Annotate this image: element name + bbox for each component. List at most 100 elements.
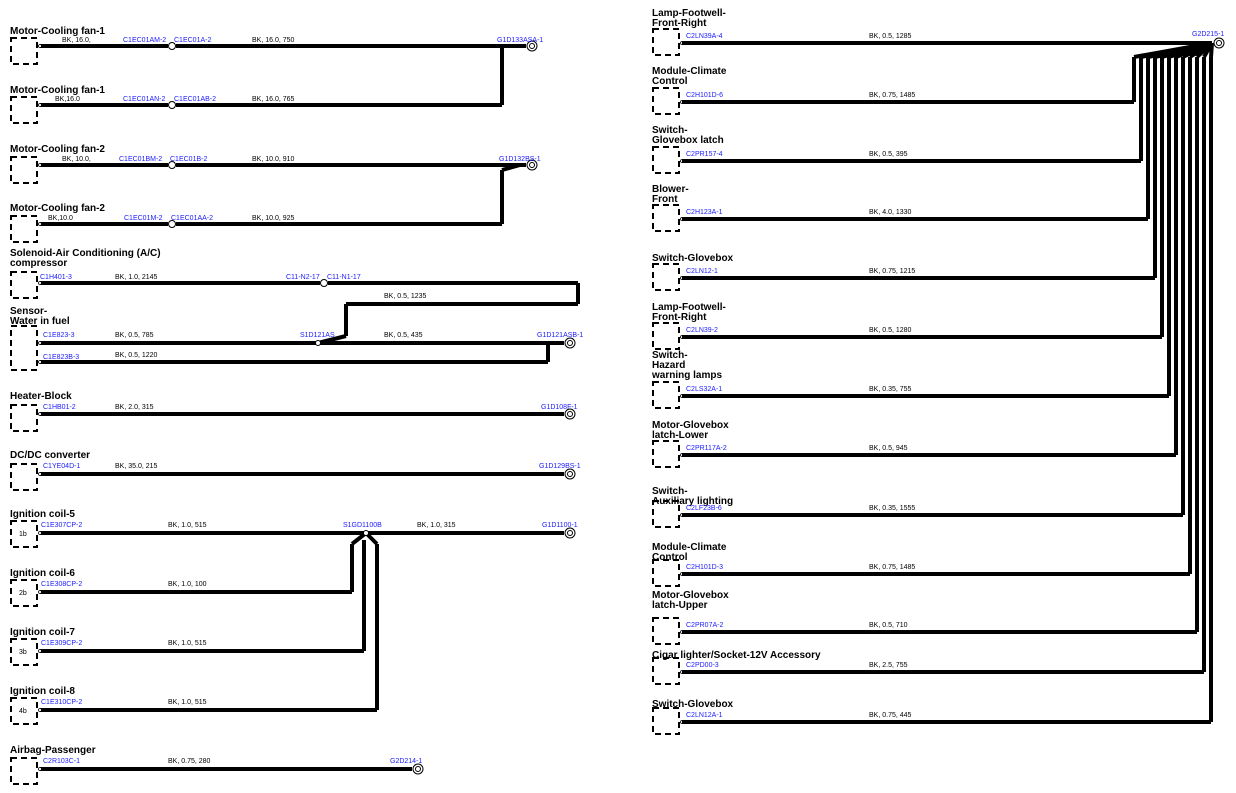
connector-label[interactable]: C1E823B-3 <box>43 354 79 361</box>
ground-label[interactable]: G1D132BS-1 <box>499 156 541 163</box>
circuit-title: latch-Upper <box>652 600 708 611</box>
connector-label[interactable]: C2PR117A-2 <box>686 445 727 452</box>
component-box <box>652 617 680 645</box>
connector-label[interactable]: C2PR07A-2 <box>686 622 723 629</box>
connector-label[interactable]: C1EC01B-2 <box>170 156 207 163</box>
ground-label[interactable]: G1D129BS-1 <box>539 463 581 470</box>
circuit-title: Front-Right <box>652 312 707 323</box>
wire-spec: BK, 1.0, 100 <box>168 581 207 588</box>
right-circuit: Lamp-Footwell-Front-Right C2LN39-2 BK, 0.5… <box>652 41 1213 350</box>
component-box <box>652 657 680 685</box>
component-box <box>652 263 680 291</box>
connector-label[interactable]: C2H101D-6 <box>686 92 723 99</box>
circuit-title: Module-Climate <box>652 542 727 553</box>
connector-label[interactable]: C1E310CP-2 <box>41 699 82 706</box>
connector-label[interactable]: C2LN12-1 <box>686 268 718 275</box>
component-box <box>652 322 680 350</box>
right-circuit: Switch-Glovebox latch C2PR157-4 BK, 0.5, 3… <box>652 41 1213 174</box>
wire-spec: BK, 16.0, <box>62 37 91 44</box>
connector-label[interactable]: C1EC01A-2 <box>174 37 211 44</box>
pin-label: 2b <box>19 590 27 597</box>
connector-label[interactable]: C2H123A-1 <box>686 209 723 216</box>
circuit-title: Switch- <box>652 486 688 497</box>
circuit-title: Motor-Glovebox <box>652 420 729 431</box>
connector-label[interactable]: C2H101D-3 <box>686 564 723 571</box>
wire-spec: BK, 0.35, 755 <box>869 386 912 393</box>
wire-spec: BK, 0.5, 945 <box>869 445 908 452</box>
wire-spec: BK, 0.75, 445 <box>869 712 912 719</box>
right-circuit: Blower-Front C2H123A-1 BK, 4.0, 1330 <box>652 41 1213 232</box>
connector-label[interactable]: C1HB01-2 <box>43 404 76 411</box>
circuit-title: Hazard <box>652 360 685 371</box>
circuit-title: Switch- <box>652 125 688 136</box>
pin-label: 4b <box>19 708 27 715</box>
connector-label[interactable]: C2LF23B-6 <box>686 505 722 512</box>
circuit-title: Motor-Cooling fan-2 <box>10 203 105 214</box>
ground-label[interactable]: G2D214-1 <box>390 758 422 765</box>
connector-label[interactable]: C1E309CP-2 <box>41 640 82 647</box>
ground-label[interactable]: G1D108F-1 <box>541 404 578 411</box>
wire-spec: BK, 0.75, 280 <box>168 758 211 765</box>
circuit-title: Blower- <box>652 184 689 195</box>
circuit-title: Switch-Glovebox <box>652 699 734 710</box>
ground-label[interactable]: G2D215-1 <box>1192 31 1224 38</box>
wire-spec: BK, 0.35, 1555 <box>869 505 915 512</box>
connector-label[interactable]: C1EC01AA-2 <box>171 215 213 222</box>
connector-label[interactable]: C2LN12A-1 <box>686 712 723 719</box>
connector-label[interactable]: C2LS32A-1 <box>686 386 722 393</box>
connector-label[interactable]: C1H401-3 <box>40 274 72 281</box>
ground-label[interactable]: G1D133ASA-1 <box>497 37 543 44</box>
ground-label[interactable]: G1D121ASB-1 <box>537 332 583 339</box>
right-circuit: Lamp-Footwell-Front-Right C2LN39A-4 BK, 0.… <box>652 8 1212 56</box>
wire-spec: BK, 4.0, 1330 <box>869 209 912 216</box>
connector-label[interactable]: C1EC01AM-2 <box>123 37 166 44</box>
wire-spec: BK, 10.0, <box>62 156 91 163</box>
component-box <box>652 204 680 232</box>
circuit-title: Control <box>652 552 688 563</box>
component-box <box>652 28 680 56</box>
connector-label[interactable]: C11-N1-17 <box>327 274 361 281</box>
connector-label[interactable]: C1EC01BM-2 <box>119 156 162 163</box>
connector-label[interactable]: C1YE04D-1 <box>43 463 80 470</box>
splice-label[interactable]: S1GD1100B <box>343 522 382 529</box>
wire-spec: BK, 1.0, 2145 <box>115 274 158 281</box>
connector-label[interactable]: C1EC01AN-2 <box>123 96 166 103</box>
circuit-title: Water in fuel <box>10 316 70 327</box>
connector-label[interactable]: C2PD00-3 <box>686 662 719 669</box>
circuit-title: Motor-Glovebox <box>652 590 729 601</box>
circuit-title: Ignition coil-8 <box>10 686 75 697</box>
circuit-title: Sensor- <box>10 306 47 317</box>
wire-spec: BK, 1.0, 515 <box>168 522 207 529</box>
connector-label[interactable]: C2R103C-1 <box>43 758 80 765</box>
circuit-title: Ignition coil-5 <box>10 509 75 520</box>
circuit-title: Solenoid-Air Conditioning (A/C) <box>10 248 161 259</box>
connector-label[interactable]: C2PR157-4 <box>686 151 723 158</box>
wire-spec: BK, 1.0, 515 <box>168 699 207 706</box>
circuit-title: Control <box>652 76 688 87</box>
connector-label[interactable]: C2LN39-2 <box>686 327 718 334</box>
component-box <box>652 500 680 528</box>
connector-label[interactable]: C2LN39A-4 <box>686 33 723 40</box>
wire-spec: BK, 16.0, 750 <box>252 37 295 44</box>
ground-label[interactable]: G1D1100-1 <box>542 522 578 529</box>
circuit-title: Heater-Block <box>10 391 72 402</box>
connector-label[interactable]: C1E308CP-2 <box>41 581 82 588</box>
splice-label[interactable]: S1D121AS <box>300 332 335 339</box>
wire-spec: BK,10.0 <box>48 215 73 222</box>
connector-label[interactable]: C1E307CP-2 <box>41 522 82 529</box>
wire-spec: BK, 10.0, 925 <box>252 215 295 222</box>
wire-spec: BK, 0.5, 1285 <box>869 33 912 40</box>
connector-label[interactable]: C1E823-3 <box>43 332 75 339</box>
connector-label[interactable]: C1EC01AB-2 <box>174 96 216 103</box>
wire-spec: BK, 0.5, 395 <box>869 151 908 158</box>
wire-spec: BK, 0.75, 1485 <box>869 92 915 99</box>
wire-spec: BK, 1.0, 515 <box>168 640 207 647</box>
left-grounds <box>412 40 576 775</box>
circuit-title: Ignition coil-7 <box>10 627 75 638</box>
connector-label[interactable]: C1EC01M-2 <box>124 215 163 222</box>
circuit-title: Motor-Cooling fan-1 <box>10 26 105 37</box>
connector-label[interactable]: C11-N2-17 <box>286 274 320 281</box>
